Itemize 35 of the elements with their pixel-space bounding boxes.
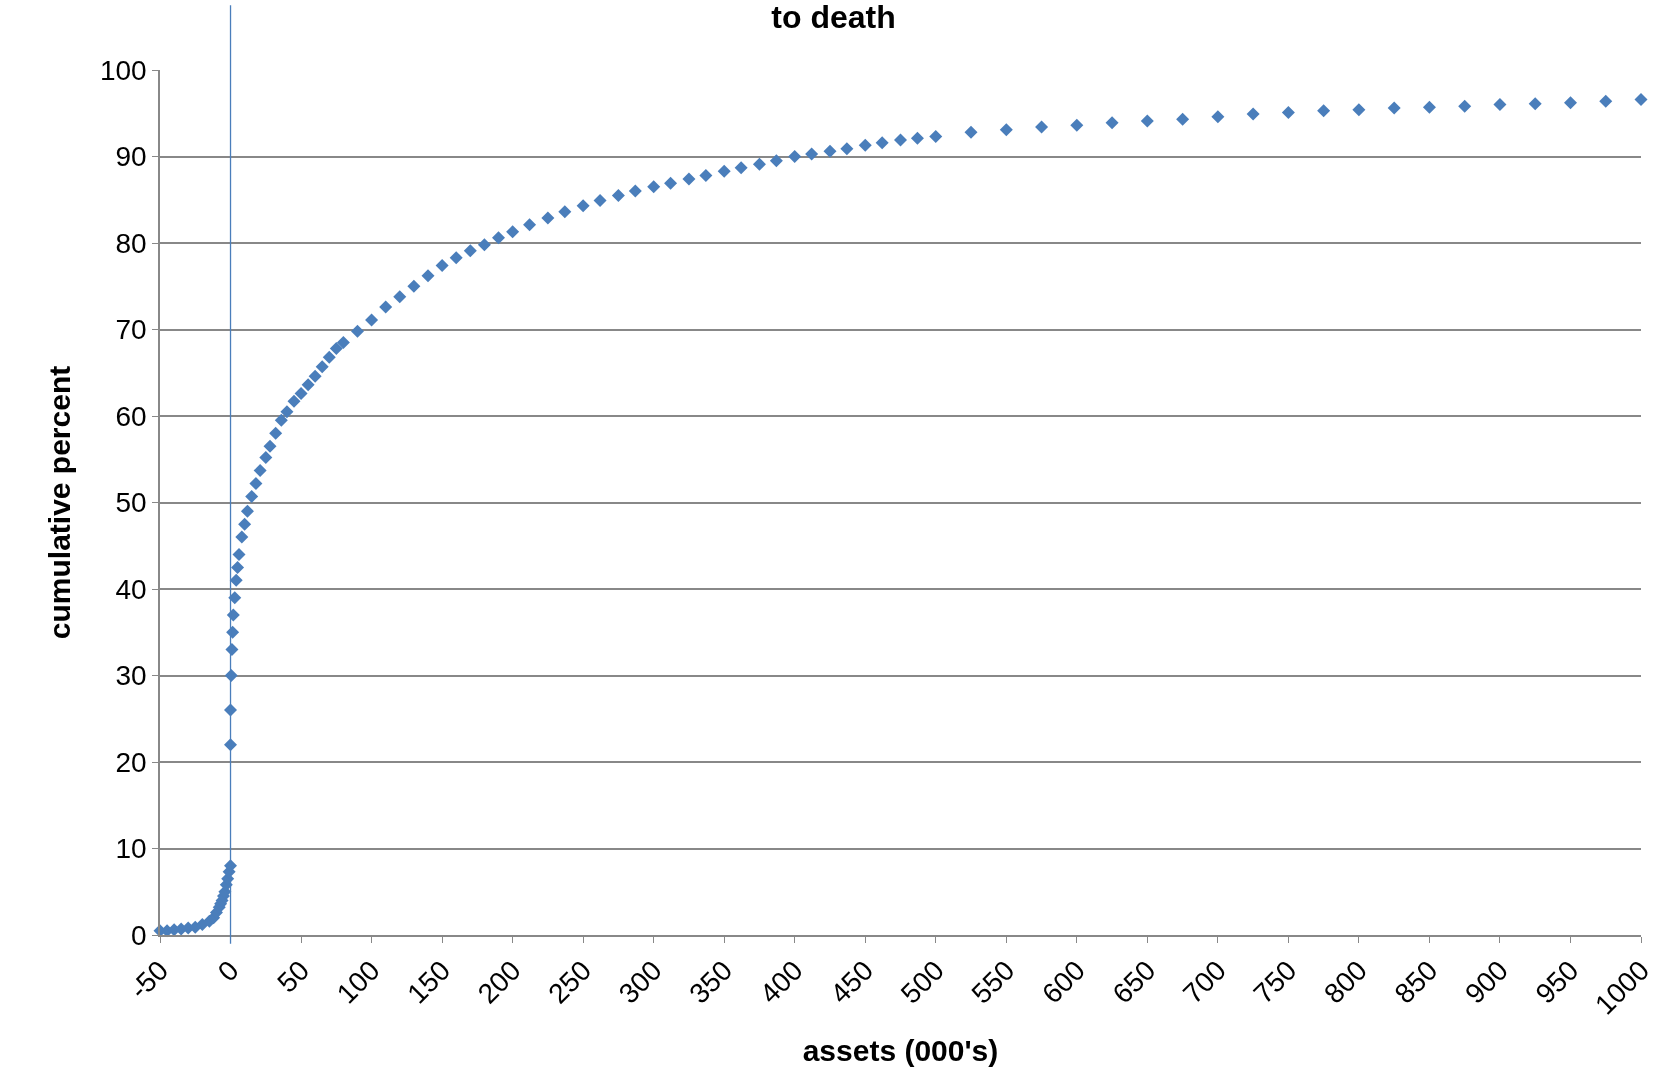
x-tick-label: 900 [1459,954,1515,1010]
y-tick-label: 90 [115,141,147,173]
x-tick-label: 650 [1106,954,1162,1010]
x-tick-label: 100 [330,954,386,1010]
x-tick-label: 600 [1036,954,1091,1010]
x-tick-label: 550 [965,954,1021,1010]
y-tick-label: 20 [115,746,147,778]
x-tick-label: 700 [1177,954,1232,1010]
y-tick-label: 40 [115,573,147,605]
x-axis-title: assets (000's) [802,1033,999,1067]
x-tick-label: 750 [1247,954,1303,1010]
x-tick-label: 950 [1529,954,1585,1010]
y-tick-label: 10 [115,833,147,865]
x-tick-label: 850 [1388,954,1444,1010]
y-tick-label: 70 [115,314,147,346]
chart-title: to death [771,0,896,35]
x-tick-label: 250 [542,954,598,1010]
x-tick-label: 200 [471,954,527,1010]
x-tick-label: 500 [894,954,950,1010]
x-tick-label: 150 [401,954,457,1010]
y-axis-title: cumulative percent [43,365,77,640]
x-tick-label: 0 [211,954,245,988]
y-tick-label: 50 [115,487,147,519]
x-tick-label: 50 [271,954,316,999]
y-tick-label: 30 [115,660,147,692]
x-tick-label: -50 [123,954,175,1006]
x-tick-label: 800 [1318,954,1374,1010]
y-tick-label: 80 [115,227,147,259]
x-tick-label: 400 [753,954,809,1010]
y-tick-label: 60 [115,400,147,432]
y-tick-label: 0 [131,919,147,951]
x-tick-label: 300 [612,954,668,1010]
y-tick-label: 100 [99,54,147,86]
x-tick-label: 450 [824,954,880,1010]
x-tick-label: 350 [683,954,739,1010]
